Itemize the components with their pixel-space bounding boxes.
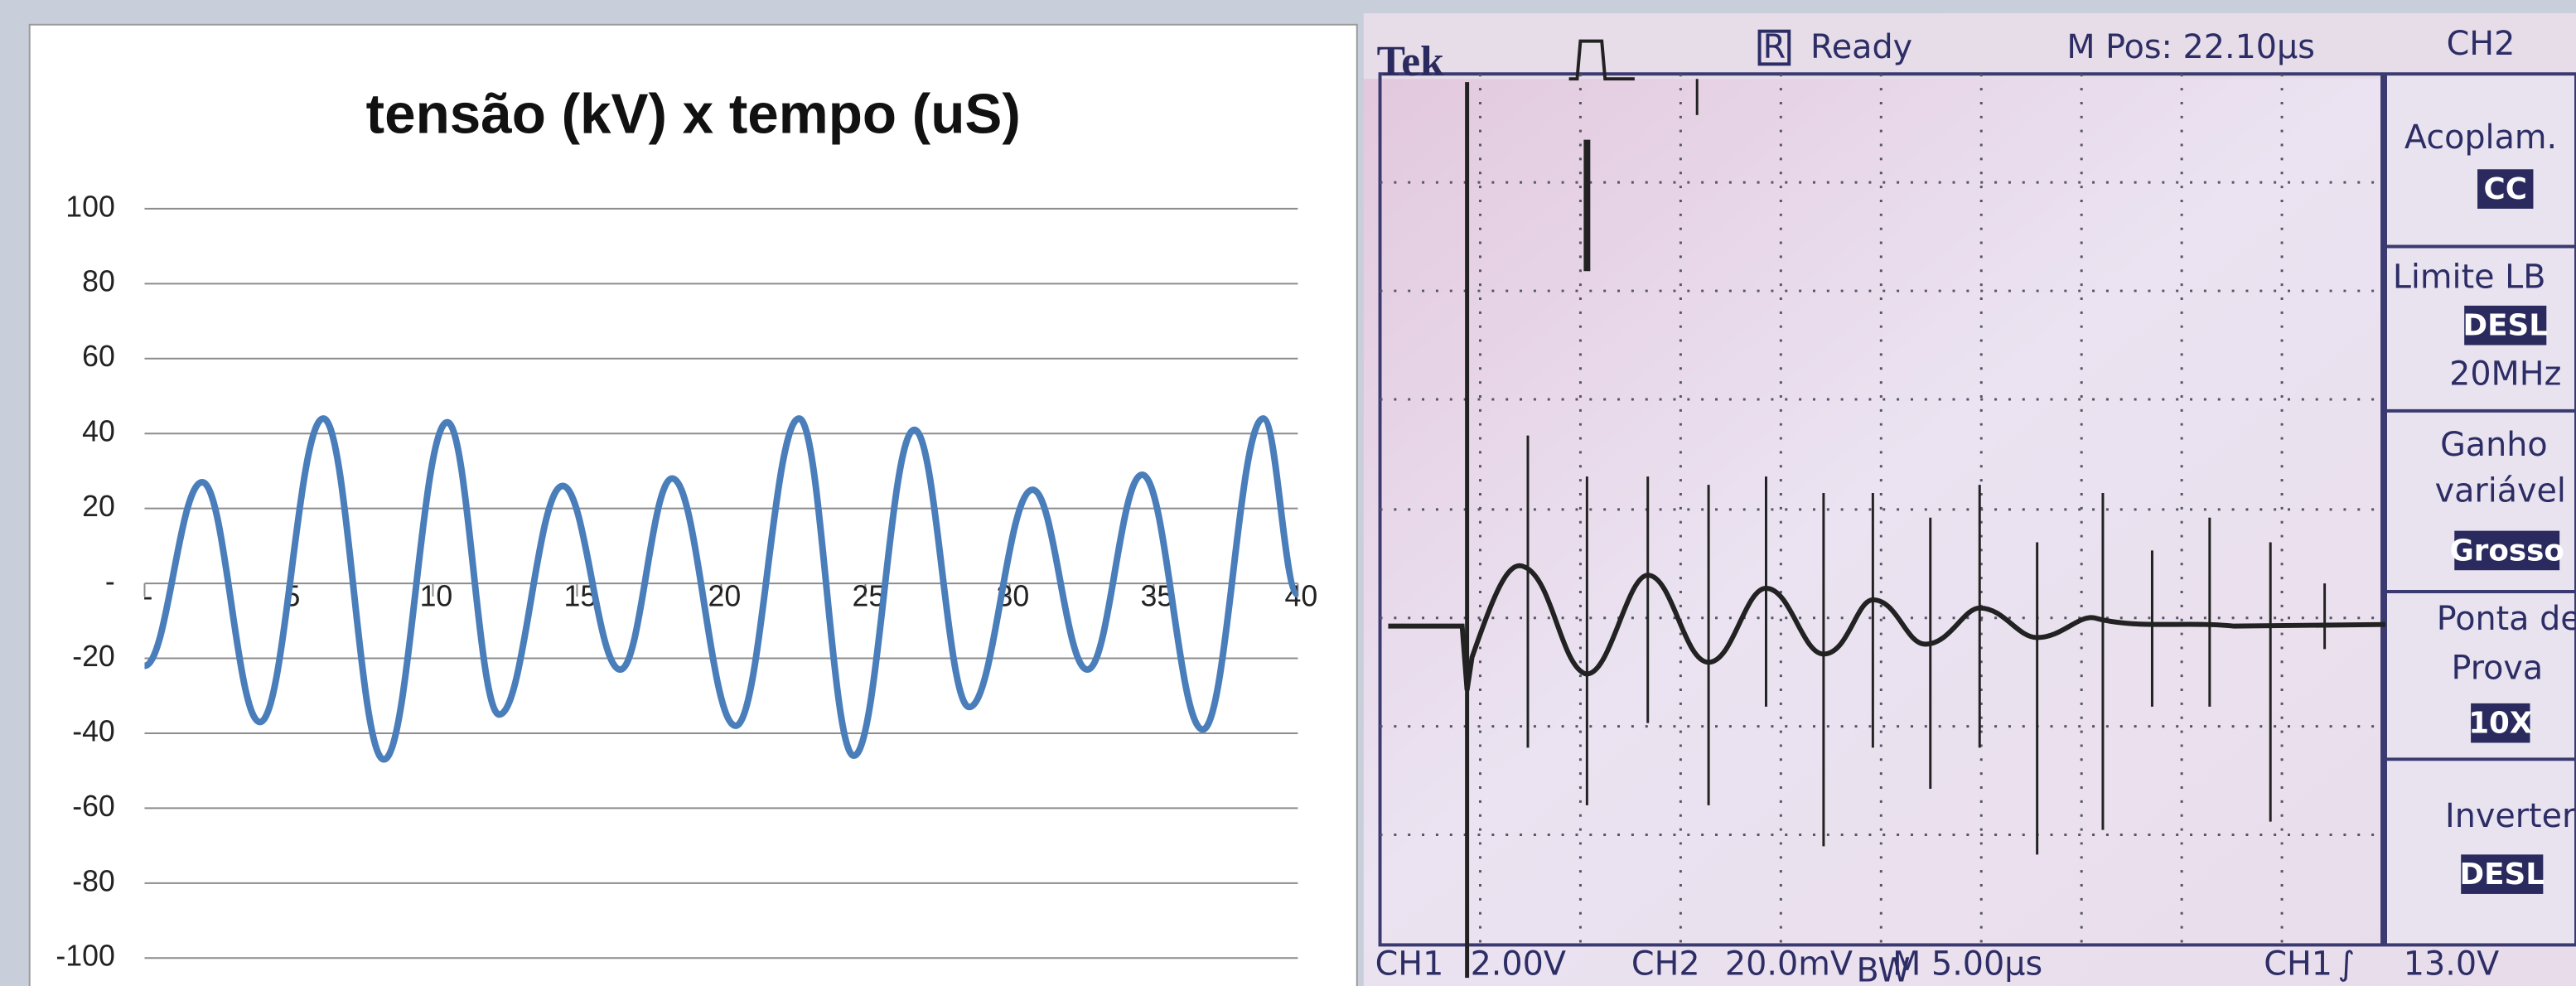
menu-label: Acoplam.: [2404, 118, 2557, 157]
series-line: [143, 415, 1302, 763]
menu-value-box: [2454, 530, 2560, 571]
menu-label: Ponta de: [2437, 600, 2576, 638]
y-tick-label: -: [105, 565, 115, 598]
status-icon: R: [1763, 28, 1786, 66]
status-icon-box: [1757, 29, 1791, 66]
menu-note: 20MHz: [2449, 355, 2561, 394]
menu-label: Prova: [2451, 650, 2543, 688]
trigger-slope: ∫: [2337, 945, 2355, 984]
menu-title: CH2: [2447, 25, 2516, 63]
bw-flag: BW: [1857, 952, 1911, 986]
trace: [1388, 39, 2386, 979]
ch1-label: CH1: [1375, 945, 1444, 984]
ch1-scale: 2.00V: [1471, 945, 1566, 984]
ch2-scale: 20.0mV: [1725, 945, 1853, 984]
y-tick-label: 100: [65, 190, 115, 223]
menu-label: Inverter: [2445, 797, 2576, 835]
menu-value: DESL: [2460, 858, 2545, 892]
y-tick-label: -40: [72, 714, 115, 747]
trigger-level: 13.0V: [2404, 945, 2499, 984]
y-tick-label: 60: [82, 340, 115, 373]
screen-top: [1363, 12, 2576, 80]
screen: [1363, 12, 2576, 986]
y-tick-label: 20: [82, 490, 115, 523]
chart-panel: [28, 23, 1358, 986]
chart: tensão (kV) x tempo (uS) -100-80-60-40-2…: [28, 23, 1358, 986]
menu-value: 10X: [2468, 707, 2532, 741]
status: Ready: [1810, 28, 1912, 66]
brand: Tek: [1377, 38, 1445, 85]
x-tick-label: -: [143, 579, 153, 612]
y-tick-label: -60: [72, 790, 115, 823]
menu-value-box: [2471, 703, 2530, 743]
menu-panel: [2384, 72, 2576, 947]
y-tick-label: 40: [82, 415, 115, 448]
x-tick-label: 10: [420, 579, 453, 612]
oscilloscope-photo: Tek R Ready M Pos: 22.10µs CH2 Acoplam. …: [1363, 12, 2576, 986]
x-tick-label: 20: [708, 579, 742, 612]
menu-value-box: [2477, 169, 2534, 209]
timebase: M 5.00µs: [1892, 945, 2042, 984]
menu-value-box: [2461, 854, 2544, 894]
menu-value: CC: [2484, 172, 2527, 206]
menu-value-box: [2464, 305, 2547, 346]
trigger-channel: CH1: [2264, 945, 2332, 984]
menu-label: variável: [2435, 471, 2566, 510]
menu-value: DESL: [2463, 309, 2548, 343]
y-tick-label: -20: [72, 640, 115, 673]
menu-dividers: [2385, 244, 2576, 761]
chart-title: tensão (kV) x tempo (uS): [366, 84, 1021, 146]
graticule: [1380, 74, 2383, 945]
y-tick-label: -100: [56, 940, 114, 973]
y-tick-label: -80: [72, 864, 115, 897]
menu-label: Limite LB: [2393, 259, 2546, 297]
position: M Pos: 22.10µs: [2066, 28, 2315, 66]
ch2-label: CH2: [1631, 945, 1700, 984]
menu-label: Ganho: [2440, 426, 2548, 464]
menu-value: Grosso: [2450, 534, 2564, 568]
y-tick-label: 80: [82, 265, 115, 298]
